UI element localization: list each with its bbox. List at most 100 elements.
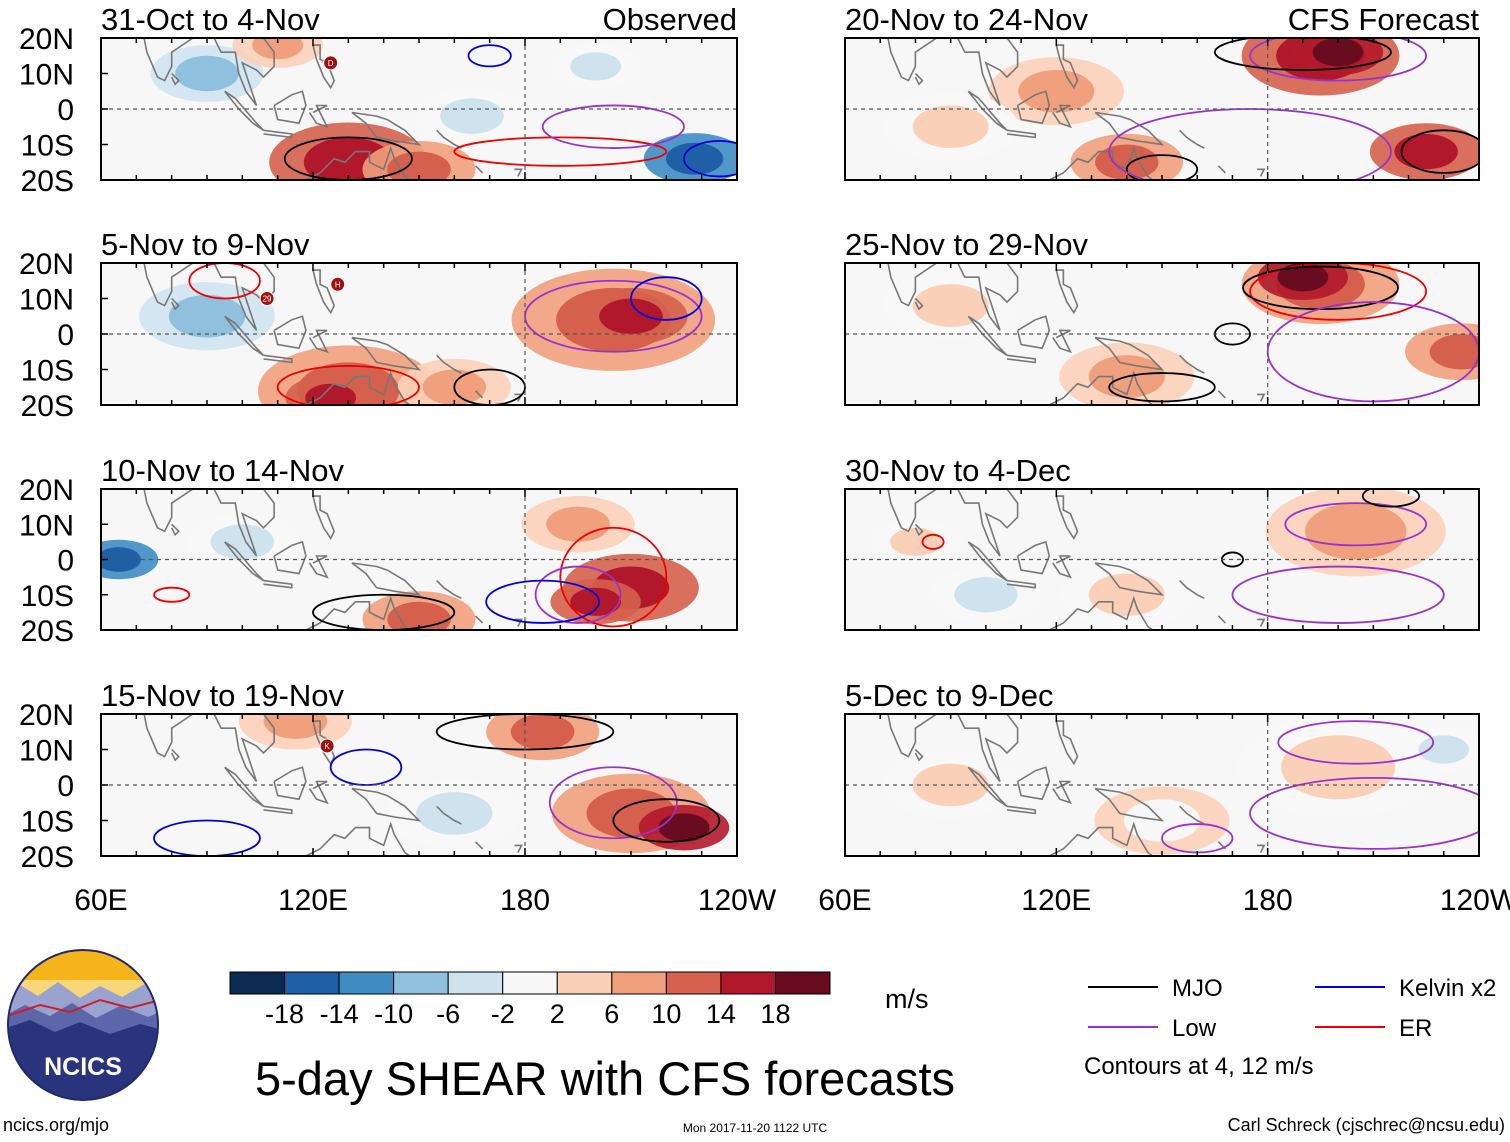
coastline [263, 805, 293, 815]
coastline [1217, 615, 1226, 624]
wave-contour [1213, 38, 1392, 71]
shear-anomaly-core [1394, 133, 1458, 170]
column-label: Observed [603, 2, 737, 37]
coastline [914, 748, 924, 762]
coastline [1257, 844, 1266, 853]
lat-tick-label: 10S [21, 806, 74, 839]
coastline [351, 336, 422, 371]
units-label: m/s [885, 984, 929, 1014]
coastline [914, 523, 924, 537]
wave-contour [453, 368, 526, 405]
panel-title: 10-Nov to 14-Nov [101, 453, 344, 488]
colorbar-swatch [774, 971, 831, 995]
panel-title: 31-Oct to 4-Nov [101, 2, 320, 37]
lat-tick-label: 10S [21, 130, 74, 163]
wave-contour [683, 140, 737, 178]
column-label: CFS Forecast [1288, 2, 1480, 37]
coastline [1257, 618, 1266, 627]
lat-tick-label: 10N [19, 59, 74, 92]
lat-tick-label: 20N [19, 699, 74, 732]
shear-anomaly-core [954, 577, 1018, 613]
coastline [474, 841, 484, 850]
shear-anomaly-core [175, 55, 239, 92]
lon-tick-label: 120E [278, 884, 348, 917]
map-panel: 30-Nov to 4-Dec [844, 453, 1480, 631]
wave-contour [1277, 720, 1435, 765]
coastline [873, 263, 940, 307]
shear-anomaly-core [658, 813, 710, 842]
coastline [1179, 354, 1205, 374]
shear-anomaly-core [1018, 69, 1095, 113]
coastline [1055, 495, 1079, 540]
legend: MJO Kelvin x2 Low ER [1088, 975, 1496, 1042]
shear-anomaly-core [1277, 263, 1329, 292]
wave-contour [541, 104, 685, 149]
shear-anomaly-core [599, 298, 663, 334]
lat-tick-label: 20S [21, 390, 74, 423]
colorbar-swatch [665, 971, 722, 995]
panel-title: 20-Nov to 24-Nov [845, 2, 1088, 37]
coastline [351, 562, 422, 596]
lat-tick-label: 20N [19, 474, 74, 507]
colorbar-swatch [229, 971, 286, 995]
coastline [304, 145, 411, 180]
shear-anomaly-core [510, 714, 575, 750]
lon-tick-label: 180 [500, 884, 550, 917]
panel-title: 5-Dec to 9-Dec [845, 678, 1053, 713]
coastline [308, 104, 329, 129]
shear-anomaly-core [1429, 334, 1479, 370]
storm-marker-label: H [335, 280, 341, 289]
wave-contour [524, 279, 703, 353]
storm-marker-label: K [324, 742, 330, 751]
shear-anomaly-core [252, 38, 304, 60]
coastline [170, 297, 180, 311]
wave-contour [1125, 154, 1199, 180]
shear-anomaly-core [912, 284, 989, 327]
ncics-logo[interactable]: NCICS [0, 945, 170, 1115]
footer-url[interactable]: ncics.org/mjo [3, 1115, 109, 1135]
legend-label: ER [1399, 1015, 1432, 1042]
map-panel: 25-Nov to 29-Nov [844, 227, 1480, 406]
lat-tick-label: 20S [21, 615, 74, 648]
lon-tick-label: 120W [1440, 884, 1510, 917]
coastline [273, 315, 307, 350]
coastline [1179, 129, 1205, 149]
coastline [213, 38, 284, 106]
lon-tick-label: 120W [698, 884, 777, 917]
colorbar-tick-label: 14 [706, 999, 736, 1029]
coastline [514, 618, 523, 627]
wave-contour [153, 819, 261, 856]
chart-title: 5-day SHEAR with CFS forecasts [255, 1052, 955, 1105]
panel-title: 30-Nov to 4-Dec [845, 453, 1071, 488]
colorbar-swatch [284, 971, 340, 995]
colorbar-tick-label: 18 [760, 999, 790, 1029]
coastline [1055, 269, 1079, 315]
shear-anomaly-core [263, 714, 328, 739]
coastline [129, 263, 196, 307]
shear-anomaly-core [1312, 38, 1364, 67]
coastline [263, 579, 293, 589]
coastline [273, 540, 307, 575]
coastline [436, 580, 462, 600]
shear-anomaly-core [387, 601, 451, 630]
lat-tick-label: 10N [19, 735, 74, 768]
colorbar-swatch [611, 971, 667, 995]
coastline [351, 111, 422, 146]
wave-contour [1284, 502, 1428, 547]
coastline [1047, 821, 1154, 856]
wave-contour [312, 593, 456, 630]
storm-marker [259, 291, 275, 306]
coastline [956, 38, 1027, 106]
lat-tick-label: 0 [57, 94, 74, 127]
wave-contour [1108, 108, 1392, 180]
colorbar: -18 -14 -10 -6 -2 2 6 10 14 18 [229, 971, 831, 1029]
coastline [1006, 354, 1036, 364]
coastline [956, 489, 1027, 557]
coastline [1055, 44, 1079, 90]
wave-contour [1400, 129, 1479, 174]
coastline [1179, 805, 1205, 825]
colorbar-swatch [720, 971, 776, 995]
